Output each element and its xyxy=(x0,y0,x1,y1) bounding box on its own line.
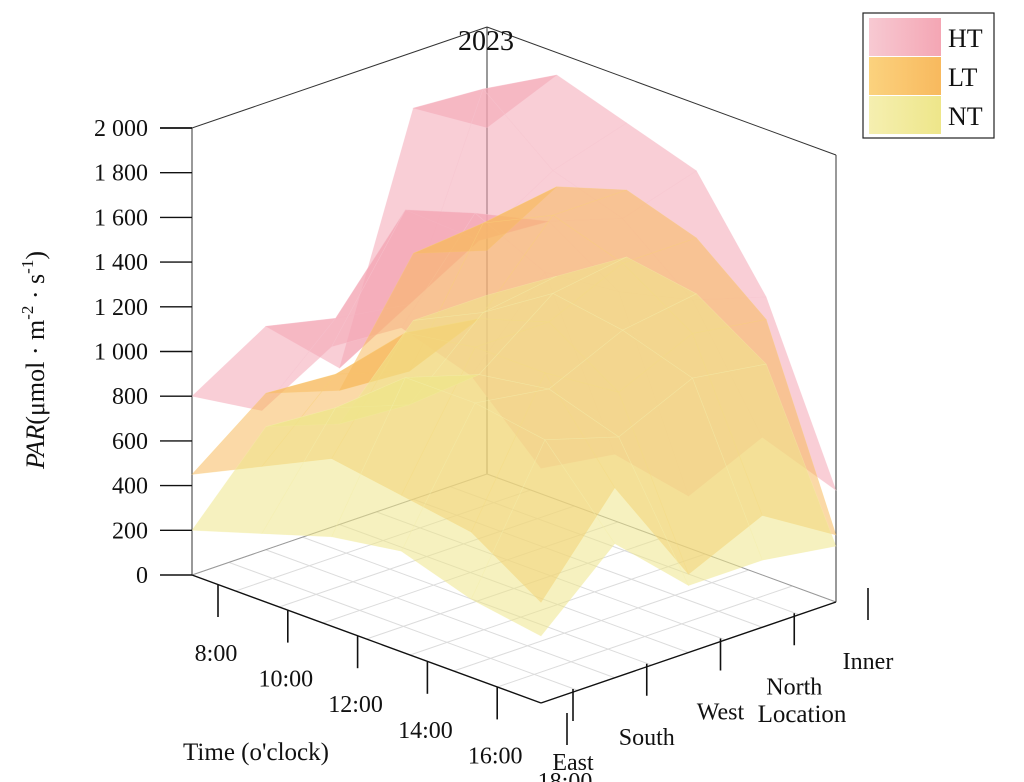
z-tick-label: 200 xyxy=(112,518,148,544)
z-tick-label: 1 600 xyxy=(94,205,148,231)
y-tick-label: West xyxy=(697,700,745,726)
chart-title: 2023 xyxy=(458,26,514,57)
z-axis-label-mid: · s xyxy=(21,274,50,306)
surface-nt xyxy=(191,256,837,637)
y-tick-label: East xyxy=(552,750,594,776)
x-tick-label: 12:00 xyxy=(328,692,383,718)
back-top-edge-left xyxy=(191,26,488,129)
z-tick-label: 400 xyxy=(112,474,148,500)
z-axis-label-exp1: -2 xyxy=(18,306,37,320)
y-tick-label: Inner xyxy=(843,649,894,675)
y-axis: East South West North Inner xyxy=(552,588,893,776)
legend-label-ht: HT xyxy=(948,24,983,53)
legend-label-lt: LT xyxy=(948,63,977,92)
x-tick-label: 18:00 xyxy=(538,769,593,782)
z-axis: 0 200 400 600 800 1 000 1 200 1 400 1 600 1 800 2 … xyxy=(94,116,192,589)
z-tick-label: 0 xyxy=(136,563,148,589)
z-axis-label: PAR(μmol · m-2 · s-1) xyxy=(18,251,50,470)
y-tick-label: North xyxy=(766,674,822,700)
back-top-edge-right xyxy=(486,26,837,156)
z-tick-label: 1 000 xyxy=(94,340,148,366)
floor-grid-line xyxy=(453,569,749,672)
z-tick-label: 1 800 xyxy=(94,161,148,187)
surface-patch-nt xyxy=(470,439,616,637)
legend-swatch-lt xyxy=(869,57,941,95)
z-tick-label: 600 xyxy=(112,429,148,455)
x-tick-label: 14:00 xyxy=(398,718,453,744)
front-box-edges xyxy=(191,574,837,704)
surface-patch-nt xyxy=(692,363,837,561)
y-axis-line xyxy=(540,601,837,704)
z-axis-label-unit: (μmol · m xyxy=(21,320,50,425)
z-axis-label-var: PAR xyxy=(21,425,50,470)
x-axis: 8:00 10:00 12:00 14:00 16:00 18:00 xyxy=(195,585,593,782)
x-tick-label: 8:00 xyxy=(195,641,238,667)
y-tick-label: South xyxy=(619,725,675,751)
z-axis-label-close: ) xyxy=(21,251,50,260)
surface-patch-nt xyxy=(544,436,690,587)
legend-swatch-nt xyxy=(869,96,941,134)
x-axis-line xyxy=(191,574,542,704)
x-axis-label: Time (o'clock) xyxy=(183,739,329,766)
z-axis-label-exp2: -1 xyxy=(18,260,37,274)
surfaces xyxy=(191,74,837,637)
x-tick-label: 10:00 xyxy=(258,667,313,693)
z-tick-label: 2 000 xyxy=(94,116,148,142)
y-axis-label: Location xyxy=(758,701,847,728)
legend: HT LT NT xyxy=(862,12,995,139)
z-tick-label: 800 xyxy=(112,384,148,410)
legend-label-nt: NT xyxy=(948,102,983,131)
z-tick-label: 1 200 xyxy=(94,295,148,321)
z-tick-label: 1 400 xyxy=(94,250,148,276)
floor-grid-line xyxy=(497,585,793,688)
legend-swatch-ht xyxy=(869,18,941,56)
x-tick-label: 16:00 xyxy=(468,743,523,769)
